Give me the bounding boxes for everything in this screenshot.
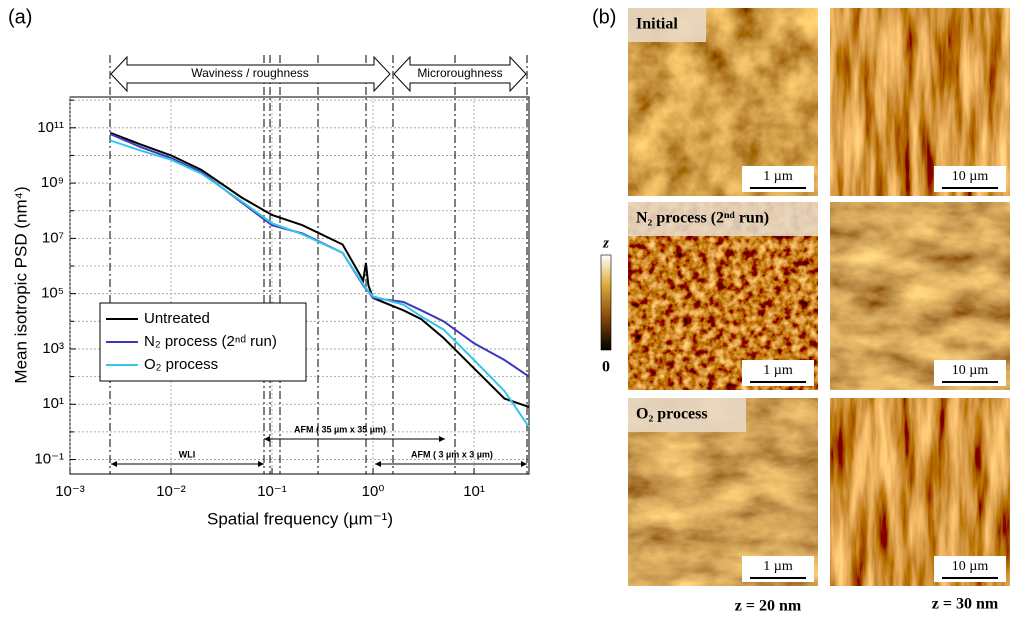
legend-label: N₂ process (2ⁿᵈ run) (144, 333, 277, 350)
z-range: z = 30 nm (932, 596, 999, 613)
afm-image (830, 398, 1010, 586)
annotation: Waviness / roughness (191, 66, 309, 80)
series-line (109, 131, 530, 408)
y-axis-label: Mean isotropic PSD (nm⁴) (11, 186, 30, 383)
y-tick-label: 10⁹ (41, 174, 64, 191)
annotation: WLI (179, 449, 196, 459)
plot-frame (69, 96, 530, 475)
scale-bar-label: 1 µm (763, 169, 793, 184)
region-arrow (110, 55, 391, 93)
y-tick-label: 10¹¹ (37, 119, 64, 136)
image-label-box (628, 202, 818, 236)
image-label-box (628, 398, 746, 432)
x-tick-label: 10¹ (463, 483, 485, 500)
image-label: N₂ process (2ⁿᵈ run) (636, 210, 769, 227)
image-label: Initial (636, 16, 678, 33)
series-line (109, 139, 530, 428)
colorbar-min-label: 0 (602, 359, 610, 376)
colorbar (600, 254, 612, 351)
y-tick-label: 10⁻¹ (34, 451, 64, 468)
legend-label: Untreated (144, 310, 210, 327)
annotation: AFM ( 35 µm x 35 µm) (294, 424, 386, 434)
panel-label: (a) (8, 6, 32, 28)
scale-bar-label: 10 µm (952, 169, 989, 184)
legend-label: O₂ process (144, 356, 218, 373)
image-label: O₂ process (636, 406, 708, 423)
panel-label: (b) (592, 6, 616, 28)
y-tick-label: 10¹ (42, 395, 64, 412)
scale-bar-label: 1 µm (763, 559, 793, 574)
y-tick-label: 10⁷ (42, 229, 64, 246)
image-label-box (628, 8, 706, 42)
x-axis-label: Spatial frequency (µm⁻¹) (207, 509, 393, 528)
x-tick-label: 10⁻¹ (257, 483, 287, 500)
z-range: z = 20 nm (735, 598, 802, 615)
colorbar-title: z (602, 235, 609, 251)
scale-bar-label: 10 µm (952, 559, 989, 574)
y-tick-label: 10⁵ (41, 285, 64, 302)
afm-image (830, 202, 1010, 390)
scale-bar-label: 10 µm (952, 363, 989, 378)
region-arrow (393, 55, 527, 93)
x-tick-label: 10⁻² (156, 483, 186, 500)
afm-image (830, 8, 1010, 196)
x-tick-label: 10⁰ (362, 483, 385, 500)
scale-bar-label: 1 µm (763, 363, 793, 378)
y-tick-label: 10³ (42, 340, 64, 357)
annotation: Microroughness (417, 66, 502, 80)
annotation: AFM ( 3 µm x 3 µm) (411, 449, 493, 459)
x-tick-label: 10⁻³ (55, 483, 85, 500)
